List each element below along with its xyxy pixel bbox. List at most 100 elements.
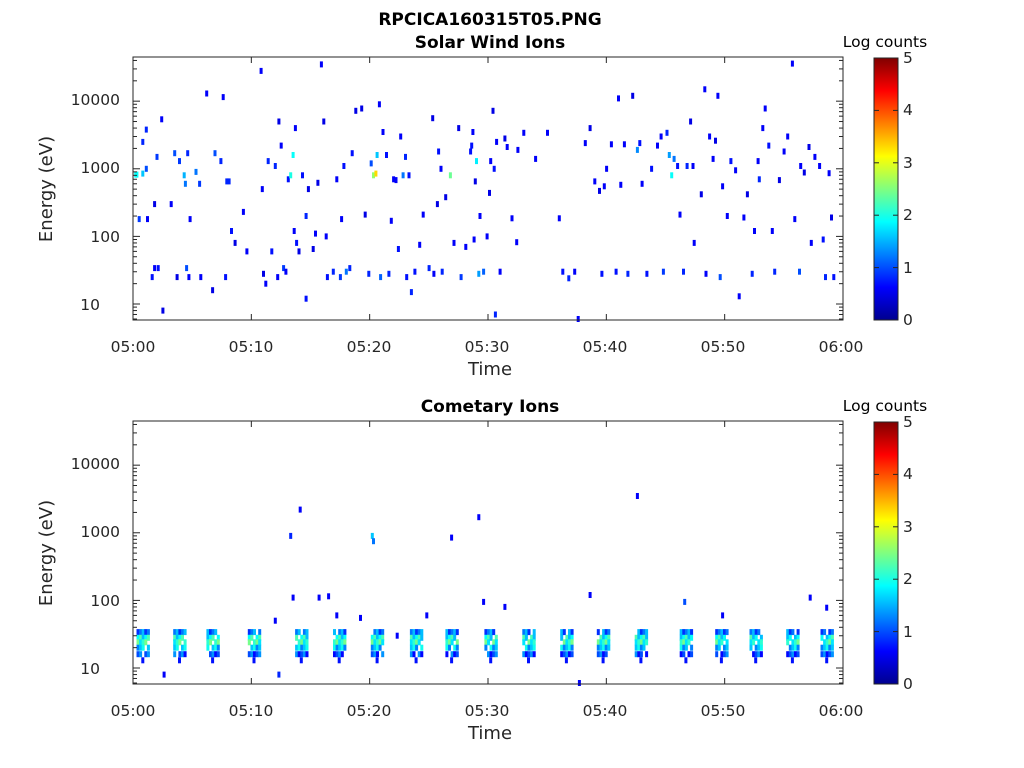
heatmap-cell [818, 163, 822, 169]
heatmap-cell [255, 639, 259, 646]
heatmap-cell [830, 634, 834, 641]
heatmap-cell [721, 612, 725, 619]
heatmap-cell [333, 644, 336, 651]
heatmap-cell [450, 651, 454, 658]
heatmap-cell [375, 657, 379, 664]
x-tick-label: 05:10 [229, 338, 274, 356]
heatmap-cell [704, 270, 708, 277]
heatmap-cell [387, 270, 391, 277]
heatmap-cell [141, 657, 145, 664]
heatmap-cell [682, 644, 686, 651]
heatmap-cell [146, 216, 149, 223]
heatmap-cell [455, 629, 459, 636]
heatmap-cell [420, 629, 424, 636]
heatmap-cell [302, 639, 306, 646]
x-tick-label: 05:50 [701, 338, 746, 356]
heatmap-cell [135, 171, 139, 178]
heatmap-cell [682, 268, 685, 275]
heatmap-cell [645, 629, 649, 636]
heatmap-cell [144, 126, 148, 133]
heatmap-cell [187, 274, 191, 281]
heatmap-cell [291, 152, 295, 158]
heatmap-cell [638, 140, 642, 147]
heatmap-cell [524, 629, 528, 636]
heatmap-cell [796, 639, 800, 646]
heatmap-cell [708, 133, 712, 140]
heatmap-cell [295, 651, 299, 658]
heatmap-cell [782, 148, 786, 155]
heatmap-cell [298, 506, 302, 513]
x-axis-label: Time [467, 723, 512, 744]
heatmap-cell [757, 176, 761, 183]
heatmap-cell [335, 651, 339, 658]
y-axis-label: Energy (eV) [36, 500, 57, 606]
heatmap-cell [637, 634, 641, 641]
heatmap-cell [642, 634, 646, 641]
heatmap-cell [343, 634, 347, 641]
heatmap-cell [209, 629, 212, 636]
heatmap-cell [247, 639, 251, 646]
heatmap-cell [331, 268, 335, 275]
heatmap-cell [183, 629, 187, 636]
heatmap-cell [241, 208, 245, 215]
heatmap-cell [690, 629, 694, 636]
heatmap-cell [749, 639, 753, 646]
heatmap-cell [562, 651, 566, 658]
heatmap-cell [300, 651, 304, 658]
heatmap-cell [532, 634, 536, 641]
heatmap-cell [302, 634, 306, 641]
x-tick-label: 05:40 [583, 338, 628, 356]
heatmap-cell [453, 644, 457, 651]
heatmap-cell [602, 639, 606, 646]
heatmap-cell [253, 651, 256, 658]
heatmap-cell [409, 644, 413, 651]
heatmap-cell [757, 629, 761, 636]
x-tick-label: 05:00 [111, 702, 156, 720]
heatmap-cell [136, 651, 140, 658]
heatmap-cell [672, 155, 676, 162]
heatmap-cell [828, 634, 832, 641]
x-tick-label: 05:40 [583, 702, 628, 720]
heatmap-cell [796, 629, 800, 636]
heatmap-cell [807, 144, 811, 150]
heatmap-cell [178, 629, 182, 636]
heatmap-cell [311, 246, 315, 252]
heatmap-cell [455, 639, 459, 646]
heatmap-cell [670, 172, 674, 179]
heatmap-cell [173, 629, 177, 636]
heatmap-cell [557, 215, 561, 222]
heatmap-cell [679, 639, 683, 646]
heatmap-cell [484, 634, 488, 641]
heatmap-cell [459, 274, 463, 281]
heatmap-cell [409, 289, 413, 296]
heatmap-cell [475, 158, 478, 165]
heatmap-cell [214, 639, 218, 646]
heatmap-cell [599, 644, 603, 651]
heatmap-cell [340, 639, 344, 646]
heatmap-cell [141, 634, 145, 641]
colorbar-title: Log counts [843, 33, 927, 51]
heatmap-cell [676, 163, 680, 169]
heatmap-cell [372, 172, 375, 179]
heatmap-cell [820, 634, 824, 641]
heatmap-cell [286, 176, 290, 183]
heatmap-cell [450, 657, 454, 664]
heatmap-cell [588, 592, 592, 598]
heatmap-cell [188, 216, 192, 223]
heatmap-cell [342, 163, 346, 169]
heatmap-cell [175, 634, 179, 641]
heatmap-cell [327, 593, 331, 600]
heatmap-cell [412, 651, 416, 658]
heatmap-cell [687, 639, 691, 646]
heatmap-cell [568, 634, 571, 641]
heatmap-cell [717, 639, 721, 646]
heatmap-cell [139, 629, 143, 636]
heatmap-cell [295, 239, 299, 246]
heatmap-cell [378, 644, 382, 651]
heatmap-cell [324, 233, 328, 240]
heatmap-cell [425, 612, 429, 619]
heatmap-cell [820, 651, 824, 658]
heatmap-cell [173, 634, 177, 641]
heatmap-cell [546, 129, 549, 136]
heatmap-cell [754, 657, 758, 664]
